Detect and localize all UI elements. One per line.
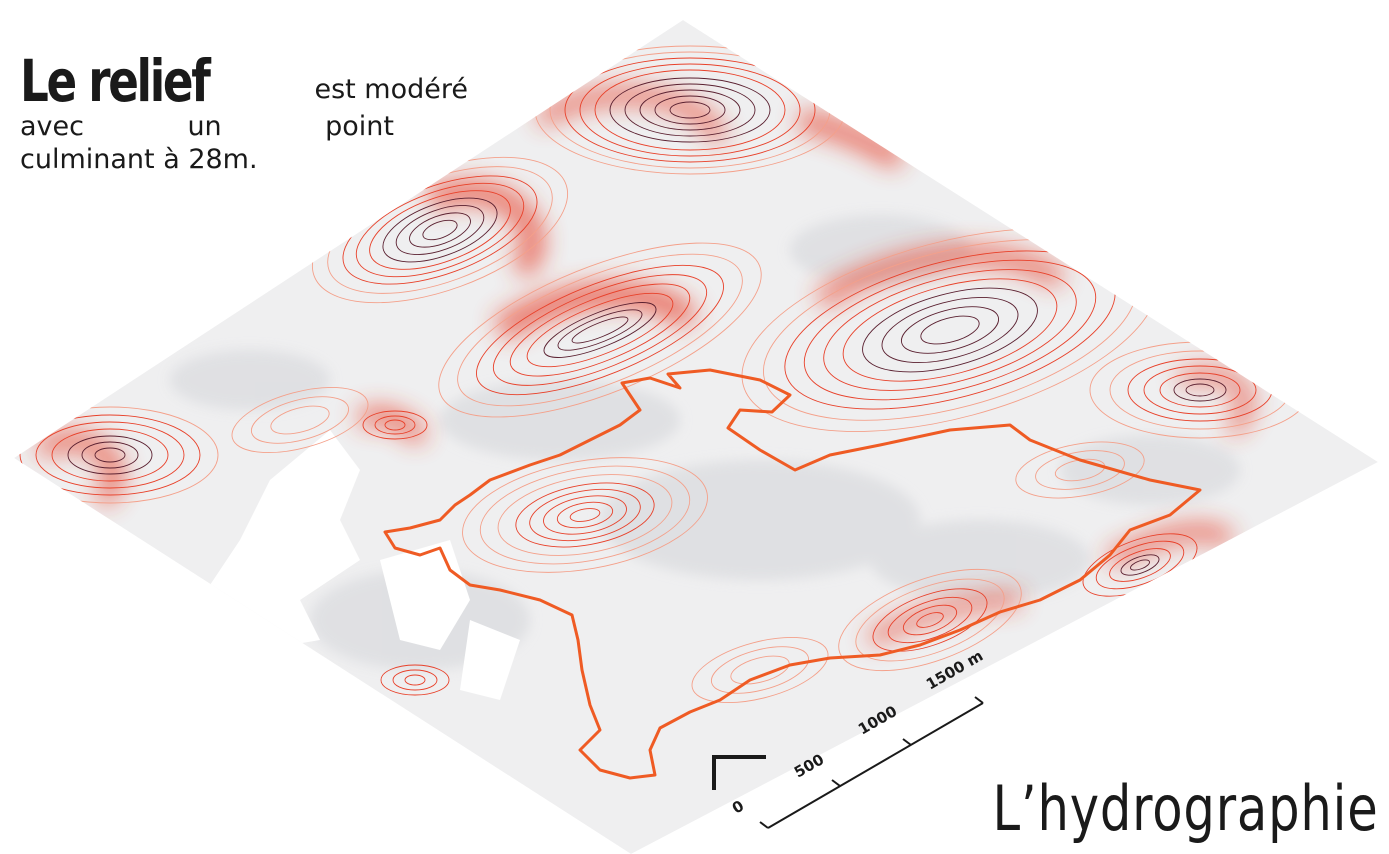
north-arrow-icon bbox=[712, 755, 766, 790]
section-title: L’hydrographie bbox=[992, 772, 1379, 845]
intro-text: Le relief est modéré avec un point culmi… bbox=[20, 52, 468, 176]
intro-line1: est modéré bbox=[314, 74, 468, 105]
scale-bar bbox=[759, 696, 984, 829]
heading: Le relief bbox=[20, 47, 211, 115]
intro-line2: avec un point bbox=[20, 110, 394, 143]
commune-boundary bbox=[383, 368, 1202, 780]
intro-word: avec bbox=[20, 111, 84, 142]
intro-word: point bbox=[325, 111, 394, 142]
intro-line3: culminant à 28m. bbox=[20, 144, 258, 175]
intro-word: un bbox=[187, 111, 222, 142]
scale-label-0: 0 bbox=[729, 797, 747, 818]
